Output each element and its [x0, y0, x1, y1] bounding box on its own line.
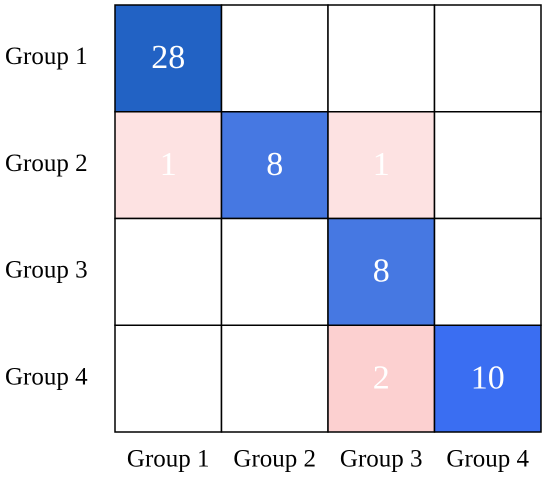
column-label: Group 4: [446, 446, 529, 473]
row-label: Group 2: [5, 150, 88, 177]
cell: [114, 4, 223, 113]
row-label: Group 3: [5, 257, 88, 284]
cell: [114, 324, 223, 433]
cell-label: 8: [373, 253, 390, 290]
cell: [220, 4, 329, 113]
cell-label: 1: [160, 146, 177, 183]
cell-label: 8: [266, 146, 283, 183]
cell: [220, 217, 329, 326]
column-label: Group 2: [233, 446, 316, 473]
cell: [433, 111, 542, 220]
cell-label: 10: [471, 359, 505, 396]
cell: [220, 111, 329, 220]
cell: [433, 217, 542, 326]
cell-label: 2: [373, 359, 390, 396]
cell: [433, 324, 542, 433]
row-label: Group 1: [5, 43, 88, 70]
cell: [114, 111, 223, 220]
cell: [433, 4, 542, 113]
cell-label: 28: [151, 39, 185, 76]
cell: [327, 111, 436, 220]
column-label: Group 3: [340, 446, 423, 473]
cell: [327, 324, 436, 433]
row-label: Group 4: [5, 363, 88, 390]
cell: [114, 217, 223, 326]
column-label: Group 1: [127, 446, 210, 473]
cell: [327, 4, 436, 113]
cell: [220, 324, 329, 433]
cell-label: 1: [373, 146, 390, 183]
